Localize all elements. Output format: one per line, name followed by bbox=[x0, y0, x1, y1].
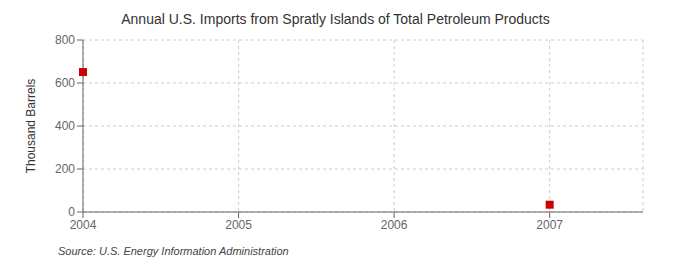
svg-text:400: 400 bbox=[55, 119, 75, 133]
html-text:Source: U.S. Energy Informatio: Source: U.S. Energy Information Administ… bbox=[58, 245, 289, 257]
html-text:Annual U.S. Imports from Sprat: Annual U.S. Imports from Spratly Islands… bbox=[121, 11, 550, 27]
svg-text:2004: 2004 bbox=[70, 218, 97, 232]
svg-text:Thousand Barrels: Thousand Barrels bbox=[24, 79, 38, 174]
svg-text:200: 200 bbox=[55, 162, 75, 176]
svg-text:2007: 2007 bbox=[536, 218, 563, 232]
svg-text:2005: 2005 bbox=[225, 218, 252, 232]
svg-text:600: 600 bbox=[55, 76, 75, 90]
svg-text:800: 800 bbox=[55, 33, 75, 47]
svg-text:2006: 2006 bbox=[381, 218, 408, 232]
svg-text:0: 0 bbox=[68, 205, 75, 219]
